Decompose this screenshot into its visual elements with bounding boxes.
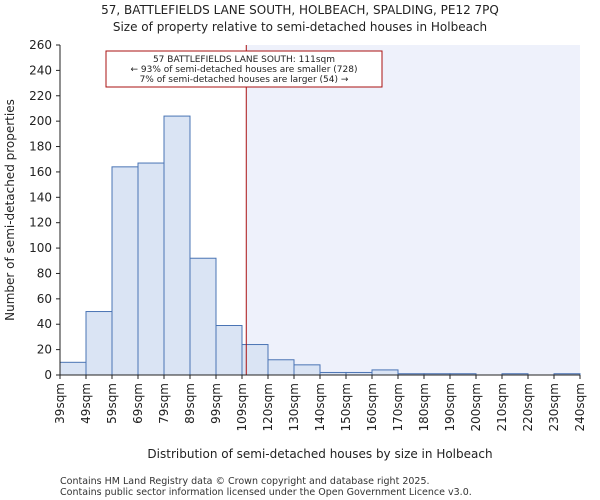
x-tick-label-79sqm: 79sqm [157, 383, 171, 424]
x-tick-label-180sqm: 180sqm [417, 383, 431, 431]
x-tick-label-160sqm: 160sqm [365, 383, 379, 431]
x-tick-label-99sqm: 99sqm [209, 383, 223, 424]
x-tick-label-150sqm: 150sqm [339, 383, 353, 431]
x-tick-label-39sqm: 39sqm [53, 383, 67, 424]
bar-69sqm [137, 162, 165, 376]
x-tick-label-69sqm: 69sqm [131, 383, 145, 424]
x-axis-label: Distribution of semi-detached houses by … [147, 447, 492, 461]
bar-59sqm [111, 166, 139, 376]
y-ticks-group: 0 20 40 60 80 100 120 140 160 180 200 220 240 260 [29, 38, 60, 382]
chart-title: 57, BATTLEFIELDS LANE SOUTH, HOLBEACH, S… [101, 3, 499, 17]
x-tick-label-140sqm: 140sqm [313, 383, 327, 431]
plot-area [246, 45, 580, 375]
y-tick-label-160: 160 [29, 165, 52, 179]
x-tick-label-109sqm: 109sqm [235, 383, 249, 431]
marker-annotation: 57 BATTLEFIELDS LANE SOUTH: 111sqm ← 93%… [105, 50, 383, 88]
bar-130sqm [293, 364, 321, 376]
highlight-region [246, 45, 580, 375]
annotation-box [105, 50, 383, 88]
y-tick-label-80: 80 [37, 266, 52, 280]
x-tick-label-130sqm: 130sqm [287, 383, 301, 431]
x-tick-label-89sqm: 89sqm [183, 383, 197, 424]
x-tick-label-220sqm: 220sqm [521, 383, 535, 431]
bar-120sqm [267, 359, 295, 376]
x-tick-label-190sqm: 190sqm [443, 383, 457, 431]
bar-49sqm [85, 311, 113, 376]
chart-subtitle: Size of property relative to semi-detach… [113, 20, 487, 34]
bars-group [59, 115, 581, 376]
footer-line-2: Contains public sector information licen… [60, 487, 472, 498]
y-tick-label-20: 20 [37, 343, 52, 357]
x-tick-label-170sqm: 170sqm [391, 383, 405, 431]
x-tick-label-200sqm: 200sqm [469, 383, 483, 431]
annotation-line-3: 7% of semi-detached houses are larger (5… [140, 75, 349, 85]
y-tick-label-240: 240 [29, 63, 52, 77]
y-tick-label-220: 220 [29, 89, 52, 103]
y-tick-label-60: 60 [37, 292, 52, 306]
y-tick-label-140: 140 [29, 190, 52, 204]
x-tick-label-59sqm: 59sqm [105, 383, 119, 424]
x-tick-label-240sqm: 240sqm [573, 383, 587, 431]
x-tick-label-230sqm: 230sqm [547, 383, 561, 431]
y-tick-label-260: 260 [29, 38, 52, 52]
bar-99sqm [215, 325, 243, 376]
y-tick-label-100: 100 [29, 241, 52, 255]
y-tick-label-120: 120 [29, 216, 52, 230]
y-axis-label: Number of semi-detached properties [3, 99, 17, 321]
bar-160sqm [371, 369, 399, 376]
x-tick-label-120sqm: 120sqm [261, 383, 275, 431]
y-tick-label-0: 0 [44, 368, 52, 382]
x-tick-label-210sqm: 210sqm [495, 383, 509, 431]
y-tick-label-180: 180 [29, 140, 52, 154]
x-tick-label-49sqm: 49sqm [79, 383, 93, 424]
annotation-line-1: 57 BATTLEFIELDS LANE SOUTH: 111sqm [153, 55, 335, 65]
bar-89sqm [189, 257, 217, 376]
x-ticks-group: 39sqm 49sqm 59sqm 69sqm 79sqm 89sqm 99sqm 109sq… [53, 375, 587, 431]
y-tick-label-40: 40 [37, 317, 52, 331]
footer-line-1: Contains HM Land Registry data © Crown c… [60, 476, 430, 487]
bar-79sqm [163, 115, 191, 376]
bar-39sqm [59, 361, 87, 376]
annotation-line-2: ← 93% of semi-detached houses are smalle… [131, 65, 358, 75]
y-tick-label-200: 200 [29, 114, 52, 128]
